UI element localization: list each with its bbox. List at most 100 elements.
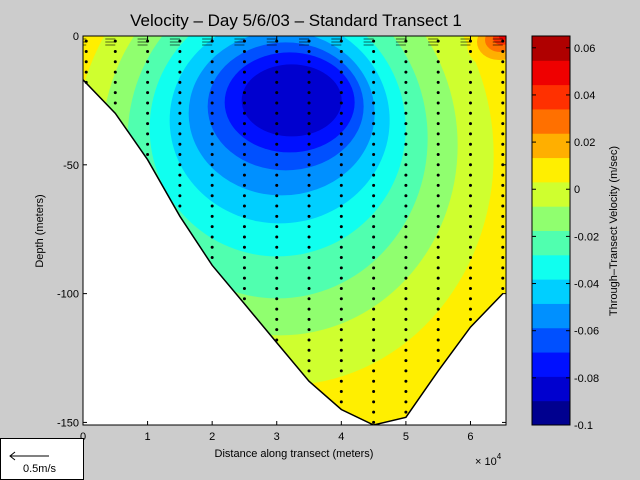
x-tick-label: 4 [338, 431, 344, 443]
sample-point [242, 266, 246, 270]
sample-point [146, 122, 150, 126]
sample-point [339, 132, 343, 136]
colorbar-tick-label: 0 [574, 184, 580, 196]
sample-point [339, 163, 343, 167]
sample-point [275, 111, 279, 115]
colorbar-segment [532, 303, 570, 329]
sample-point [372, 225, 376, 229]
sample-point [275, 70, 279, 74]
scale-arrow-icon [9, 451, 49, 461]
sample-point [339, 390, 343, 394]
sample-point [307, 297, 311, 301]
sample-point [372, 379, 376, 383]
sample-point [468, 91, 472, 95]
colorbar-segment [532, 206, 570, 231]
sample-point [210, 183, 214, 187]
scale-arrow-legend: 0.5m/s [0, 438, 84, 480]
sample-point [275, 101, 279, 105]
sample-point [404, 214, 408, 218]
sample-point [210, 225, 214, 229]
sample-point [372, 122, 376, 126]
sample-point [468, 245, 472, 249]
sample-point [372, 245, 376, 249]
sample-point [404, 132, 408, 136]
colorbar-segment [532, 157, 570, 183]
sample-point [468, 266, 472, 270]
sample-point [275, 173, 279, 177]
sample-point [436, 122, 440, 126]
x-axis-multiplier: × 104 [475, 452, 502, 468]
sample-point [307, 317, 311, 321]
sample-point [242, 183, 246, 187]
sample-point [501, 225, 505, 229]
sample-point [210, 122, 214, 126]
sample-point [242, 276, 246, 280]
sample-point [146, 60, 150, 64]
sample-point [275, 204, 279, 208]
sample-point [242, 245, 246, 249]
sample-point [275, 91, 279, 95]
sample-point [404, 101, 408, 105]
sample-point [307, 214, 311, 218]
sample-point [372, 60, 376, 64]
sample-point [436, 183, 440, 187]
y-axis-ticks: 0 -50 -100 -150 [57, 31, 506, 429]
station-column [113, 39, 117, 105]
colorbar-segment [532, 181, 570, 207]
sample-point [468, 194, 472, 198]
sample-point [307, 338, 311, 342]
sample-point [468, 173, 472, 177]
sample-point [242, 80, 246, 84]
sample-point [339, 348, 343, 352]
sample-point [404, 256, 408, 260]
sample-point [339, 225, 343, 229]
sample-point [242, 214, 246, 218]
sample-point [339, 235, 343, 239]
sample-point [436, 256, 440, 260]
sample-point [146, 101, 150, 105]
sample-point [372, 297, 376, 301]
sample-point [178, 60, 182, 64]
sample-point [178, 183, 182, 187]
sample-point [468, 153, 472, 157]
sample-point [436, 163, 440, 167]
sample-point [404, 266, 408, 270]
x-tick-label: 6 [467, 431, 473, 443]
sample-point [242, 235, 246, 239]
sample-point [275, 286, 279, 290]
sample-point [372, 91, 376, 95]
sample-point [372, 348, 376, 352]
sample-point [242, 173, 246, 177]
sample-point [436, 317, 440, 321]
sample-point [275, 256, 279, 260]
sample-point [210, 256, 214, 260]
sample-point [178, 194, 182, 198]
sample-point [307, 49, 311, 53]
sample-point [307, 173, 311, 177]
sample-point [436, 235, 440, 239]
sample-point [404, 359, 408, 363]
sample-point [307, 276, 311, 280]
sample-point [436, 80, 440, 84]
sample-point [178, 91, 182, 95]
sample-point [404, 348, 408, 352]
sample-point [372, 214, 376, 218]
sample-point [307, 122, 311, 126]
sample-point [275, 132, 279, 136]
sample-point [307, 359, 311, 363]
sample-point [501, 256, 505, 260]
station-column [242, 39, 246, 301]
sample-point [210, 111, 214, 115]
sample-point [372, 276, 376, 280]
sample-point [339, 400, 343, 404]
station-column [178, 39, 182, 208]
sample-point [275, 307, 279, 311]
sample-point [178, 204, 182, 208]
sample-point [275, 214, 279, 218]
y-tick-label: -100 [57, 289, 79, 301]
sample-point [242, 111, 246, 115]
sample-point [210, 153, 214, 157]
colorbar-segment [532, 254, 570, 280]
sample-point [468, 142, 472, 146]
sample-point [307, 235, 311, 239]
